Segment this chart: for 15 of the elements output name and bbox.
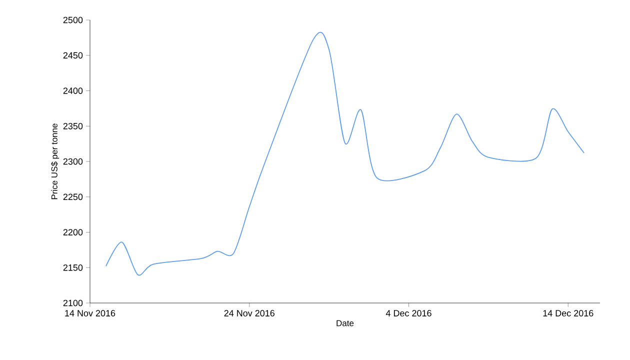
y-axis-title: Price US$ per tonne <box>51 124 60 200</box>
y-tick-label: 2350 <box>63 122 83 130</box>
y-tick-label: 2200 <box>63 229 83 236</box>
y-tick-label: 2500 <box>63 16 83 24</box>
x-tick-label: 14 Nov 2016 <box>65 310 116 316</box>
y-tick-label: 2400 <box>63 88 83 94</box>
y-tick-label: 2300 <box>63 158 83 165</box>
y-tick-label: 2250 <box>63 194 83 200</box>
x-tick-label: 24 Nov 2016 <box>224 310 274 316</box>
x-tick-label: 4 Dec 2016 <box>386 310 432 316</box>
x-tick-label: 14 Dec 2016 <box>543 310 594 316</box>
x-axis-title: Date <box>336 320 354 326</box>
y-tick-label: 2150 <box>63 264 83 271</box>
y-tick-label: 2450 <box>63 52 83 59</box>
y-tick-label: 2100 <box>63 300 83 306</box>
